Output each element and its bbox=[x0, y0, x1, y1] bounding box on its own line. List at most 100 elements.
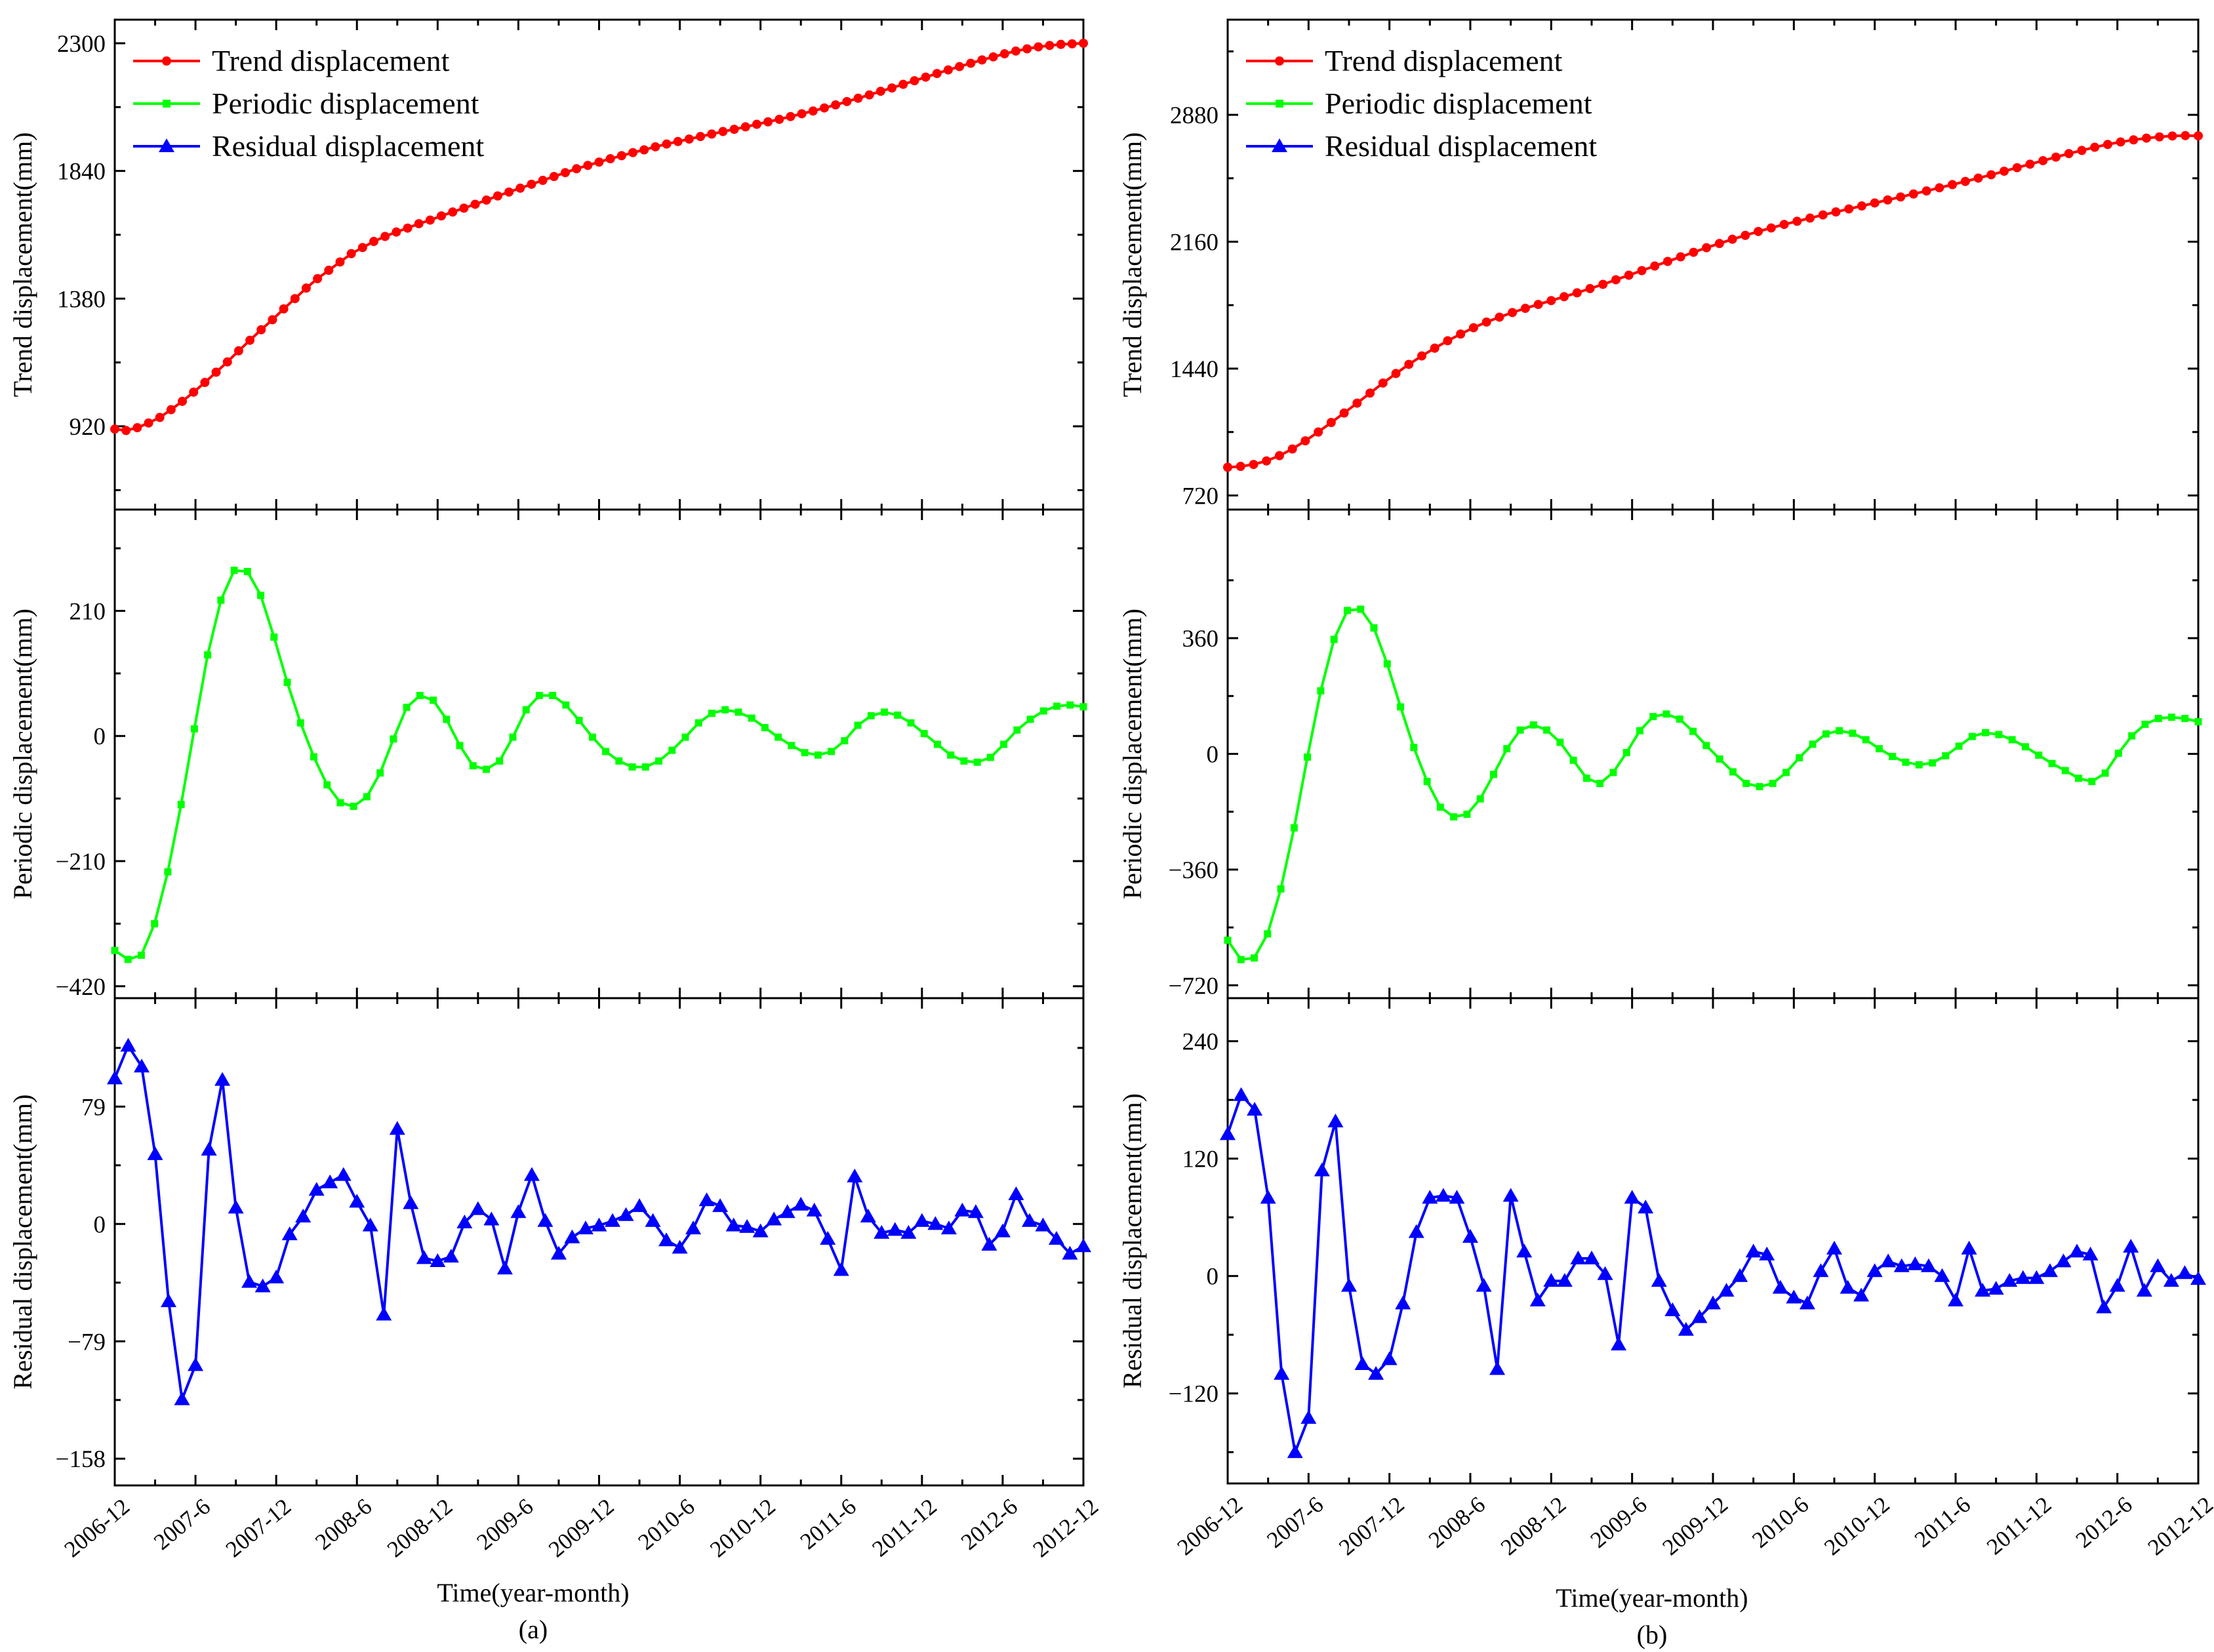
data-point bbox=[1702, 742, 1710, 750]
data-point bbox=[178, 396, 188, 406]
data-point bbox=[1039, 707, 1047, 715]
data-point bbox=[2181, 131, 2190, 140]
x-tick-label: 2011-12 bbox=[867, 1493, 941, 1561]
data-point bbox=[1745, 1243, 1761, 1258]
data-point bbox=[1569, 756, 1577, 764]
data-point bbox=[295, 1208, 312, 1222]
data-point bbox=[1818, 210, 1828, 220]
x-tick-label: 2012-12 bbox=[2143, 1491, 2214, 1560]
data-point bbox=[1678, 1321, 1694, 1336]
data-point bbox=[2167, 131, 2177, 141]
data-point bbox=[2177, 1265, 2193, 1279]
data-point bbox=[256, 325, 266, 334]
legend-marker-periodic bbox=[163, 100, 171, 108]
data-point bbox=[806, 1202, 822, 1217]
data-point bbox=[510, 1204, 527, 1219]
data-point bbox=[1651, 1273, 1667, 1287]
data-point bbox=[1076, 1238, 1091, 1253]
data-point bbox=[222, 357, 232, 367]
data-point bbox=[281, 1226, 298, 1241]
data-point bbox=[2061, 767, 2069, 775]
data-point bbox=[1676, 715, 1683, 723]
data-point bbox=[254, 1278, 271, 1293]
data-point bbox=[456, 1215, 473, 1229]
data-point bbox=[1436, 803, 1444, 811]
legend-marker-residual bbox=[159, 138, 174, 152]
data-point bbox=[481, 195, 491, 205]
data-point bbox=[1264, 930, 1272, 938]
data-point bbox=[1622, 749, 1630, 757]
data-point bbox=[245, 335, 255, 345]
data-point bbox=[655, 757, 663, 765]
residual-subplot-a: −158 −79 0 79 Residual displacement(mm) bbox=[8, 997, 1091, 1487]
data-point bbox=[2082, 1246, 2099, 1260]
data-point bbox=[1556, 1273, 1573, 1287]
data-point bbox=[2064, 149, 2074, 159]
data-point bbox=[775, 733, 782, 741]
data-point bbox=[914, 1213, 930, 1227]
data-point bbox=[151, 919, 159, 927]
data-point bbox=[887, 83, 897, 93]
data-point bbox=[739, 1219, 755, 1233]
data-point bbox=[144, 418, 153, 428]
data-point bbox=[591, 1217, 607, 1232]
y-axis-label: Periodic displacement(mm) bbox=[1117, 609, 1147, 899]
x-tick-label: 2008-6 bbox=[310, 1493, 376, 1555]
data-point bbox=[1368, 1365, 1384, 1380]
data-point bbox=[1468, 323, 1478, 332]
data-point bbox=[1079, 703, 1087, 711]
x-tick-label: 2007-6 bbox=[1262, 1491, 1328, 1553]
data-point bbox=[900, 1224, 917, 1239]
y-tick-label: 2160 bbox=[1170, 230, 1218, 256]
data-point bbox=[1422, 1190, 1438, 1204]
data-point bbox=[1304, 753, 1312, 761]
data-point bbox=[1799, 1295, 1815, 1310]
legend-label-residual: Residual displacement bbox=[1325, 129, 1597, 163]
data-point bbox=[1754, 226, 1763, 236]
data-point bbox=[2015, 1270, 2031, 1284]
data-point bbox=[1476, 1278, 1492, 1292]
x-tick-label: 2010-6 bbox=[1747, 1491, 1813, 1553]
data-point bbox=[1729, 768, 1737, 776]
y-tick-label: −120 bbox=[1169, 1381, 1218, 1408]
data-point bbox=[1056, 39, 1066, 49]
data-point bbox=[550, 1245, 567, 1260]
data-point bbox=[887, 1222, 903, 1236]
data-point bbox=[1907, 1256, 1923, 1270]
data-point bbox=[907, 719, 915, 727]
x-axis-title-a: Time(year-month) bbox=[437, 1578, 629, 1607]
data-point bbox=[831, 100, 841, 110]
data-point bbox=[1844, 204, 1854, 214]
y-tick-label: 0 bbox=[94, 1211, 106, 1238]
data-point bbox=[752, 1223, 769, 1238]
y-axis-label: Periodic displacement(mm) bbox=[8, 609, 37, 899]
data-point bbox=[233, 346, 243, 355]
data-point bbox=[188, 1357, 204, 1371]
data-point bbox=[1920, 1258, 1937, 1272]
y-tick-label: 0 bbox=[1207, 1264, 1219, 1291]
data-point bbox=[493, 191, 502, 201]
x-tick-label: 2008-6 bbox=[1424, 1491, 1490, 1553]
data-point bbox=[470, 1201, 486, 1215]
legend-label-periodic: Periodic displacement bbox=[212, 87, 479, 120]
data-point bbox=[1624, 270, 1634, 280]
data-point bbox=[323, 781, 331, 789]
data-point bbox=[847, 1168, 863, 1182]
data-point bbox=[120, 1038, 136, 1052]
data-point bbox=[698, 1192, 715, 1207]
data-point bbox=[392, 227, 401, 237]
panel-a: 920 1380 1840 2300 Trend displacement(mm) Tre… bbox=[8, 18, 1103, 1644]
data-point bbox=[2042, 1263, 2058, 1278]
data-point bbox=[2154, 132, 2164, 142]
data-point bbox=[1836, 727, 1843, 735]
data-point bbox=[1508, 308, 1518, 317]
data-point bbox=[681, 733, 689, 741]
data-point bbox=[416, 691, 424, 699]
data-point bbox=[988, 52, 998, 62]
data-point bbox=[1489, 771, 1497, 778]
y-axis-label: Trend displacement(mm) bbox=[1117, 132, 1147, 397]
data-point bbox=[605, 154, 615, 164]
data-point bbox=[712, 1198, 729, 1213]
data-point bbox=[459, 203, 469, 213]
data-point bbox=[416, 1250, 432, 1264]
